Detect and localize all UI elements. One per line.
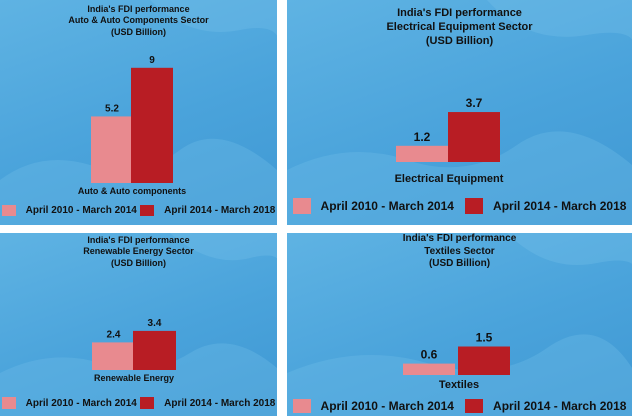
category-label: Auto & Auto components xyxy=(78,186,186,196)
chart-panel-electrical: India's FDI performance Electrical Equip… xyxy=(287,0,632,225)
bar-series-2 xyxy=(448,112,500,162)
chart-legend: April 2010 - March 2014 April 2014 - Mar… xyxy=(287,399,632,413)
data-label-series-2: 3.7 xyxy=(466,96,483,110)
data-label-series-1: 5.2 xyxy=(105,103,119,114)
legend-swatch-series-2 xyxy=(465,198,484,214)
bar-series-2 xyxy=(458,346,510,375)
chart-legend: April 2010 - March 2014 April 2014 - Mar… xyxy=(0,205,277,216)
chart-plot: 2.4 3.4 Renewable Energy xyxy=(92,318,176,383)
bar-series-1 xyxy=(396,145,448,162)
bar-series-1 xyxy=(403,363,455,375)
legend-label-series-1: April 2010 - March 2014 xyxy=(25,397,137,409)
chart-plot: 1.2 3.7 Electrical Equipment xyxy=(395,96,504,185)
data-label-series-1: 0.6 xyxy=(421,348,438,362)
map-background xyxy=(0,233,277,416)
legend-item-series-1: April 2010 - March 2014 xyxy=(292,198,454,214)
chart-legend: April 2010 - March 2014 April 2014 - Mar… xyxy=(287,198,632,214)
chart-plot: 5.2 9 Auto & Auto components xyxy=(78,55,186,196)
bar-series-2 xyxy=(133,330,176,370)
data-label-series-1: 2.4 xyxy=(107,329,121,340)
legend-label-series-1: April 2010 - March 2014 xyxy=(25,205,137,216)
legend-label-series-1: April 2010 - March 2014 xyxy=(320,199,454,213)
legend-label-series-2: April 2014 - March 2018 xyxy=(493,399,627,413)
chart-subtitle: Electrical Equipment Sector xyxy=(386,20,533,33)
chart-title: India's FDI performance xyxy=(402,233,517,244)
legend-swatch-series-2 xyxy=(140,205,155,216)
legend-swatch-series-1 xyxy=(1,397,16,409)
chart-panel-auto: India's FDI performance Auto & Auto Comp… xyxy=(0,0,277,225)
chart-subtitle: Textiles Sector xyxy=(424,245,495,257)
category-label: Renewable Energy xyxy=(94,373,174,383)
legend-item-series-2: April 2014 - March 2018 xyxy=(465,198,626,214)
chart-title: India's FDI performance xyxy=(87,235,190,245)
data-label-series-1: 1.2 xyxy=(414,130,431,144)
legend-item-series-2: April 2014 - March 2018 xyxy=(140,205,275,216)
bar-series-1 xyxy=(92,342,135,370)
chart-title-block: India's FDI performance Textiles Sector … xyxy=(287,233,632,271)
legend-item-series-1: April 2010 - March 2014 xyxy=(1,205,137,216)
chart-panel-textiles: India's FDI performance Textiles Sector … xyxy=(287,233,632,416)
chart-subtitle: Auto & Auto Components Sector xyxy=(68,15,209,26)
legend-item-series-1: April 2010 - March 2014 xyxy=(292,399,454,413)
legend-swatch-series-1 xyxy=(292,198,311,214)
legend-swatch-series-2 xyxy=(465,399,484,413)
legend-item-series-1: April 2010 - March 2014 xyxy=(1,397,137,409)
legend-item-series-2: April 2014 - March 2018 xyxy=(140,397,275,409)
category-label: Electrical Equipment xyxy=(395,173,504,185)
chart-title-block: India's FDI performance Electrical Equip… xyxy=(287,7,632,48)
legend-swatch-series-2 xyxy=(140,397,155,409)
bar-series-2 xyxy=(131,67,173,183)
map-background xyxy=(287,0,632,225)
legend-label-series-2: April 2014 - March 2018 xyxy=(164,205,276,216)
chart-plot: 0.6 1.5 Textiles xyxy=(403,331,510,391)
chart-panel-renewable: India's FDI performance Renewable Energy… xyxy=(0,233,277,416)
chart-unit: (USD Billion) xyxy=(111,257,166,268)
data-label-series-2: 9 xyxy=(149,55,155,66)
chart-legend: April 2010 - March 2014 April 2014 - Mar… xyxy=(0,397,277,409)
legend-label-series-2: April 2014 - March 2018 xyxy=(493,199,627,213)
legend-swatch-series-1 xyxy=(292,399,311,413)
data-label-series-2: 1.5 xyxy=(476,331,493,345)
chart-title-block: India's FDI performance Renewable Energy… xyxy=(0,235,277,269)
chart-title-block: India's FDI performance Auto & Auto Comp… xyxy=(0,4,277,38)
chart-unit: (USD Billion) xyxy=(111,26,166,37)
chart-title: India's FDI performance xyxy=(87,4,190,14)
map-background xyxy=(287,233,632,416)
legend-swatch-series-1 xyxy=(1,205,16,216)
legend-item-series-2: April 2014 - March 2018 xyxy=(465,399,626,413)
chart-title: India's FDI performance xyxy=(397,7,522,19)
legend-label-series-2: April 2014 - March 2018 xyxy=(164,397,276,409)
data-label-series-2: 3.4 xyxy=(148,318,162,329)
legend-label-series-1: April 2010 - March 2014 xyxy=(320,399,454,413)
chart-unit: (USD Billion) xyxy=(425,34,494,47)
bar-series-1 xyxy=(91,116,133,183)
chart-subtitle: Renewable Energy Sector xyxy=(83,246,194,257)
category-label: Textiles xyxy=(439,379,479,391)
chart-unit: (USD Billion) xyxy=(428,258,491,269)
